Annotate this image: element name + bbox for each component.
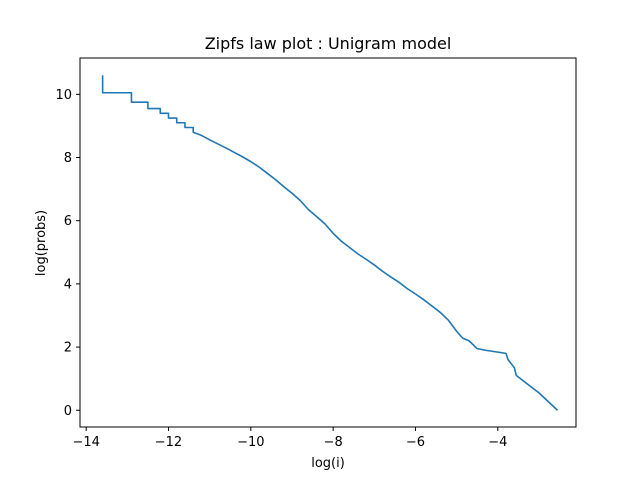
y-tick-label: 10 bbox=[55, 88, 72, 103]
x-tick-label: −4 bbox=[488, 435, 507, 450]
y-tick-label: 6 bbox=[64, 214, 72, 229]
x-tick-label: −14 bbox=[72, 435, 99, 450]
y-tick-label: 2 bbox=[64, 341, 72, 356]
x-axis: −14 −12 −10 −8 −6 −4 bbox=[72, 427, 507, 450]
plot-frame bbox=[79, 57, 577, 428]
y-tick-label: 4 bbox=[64, 277, 72, 292]
chart-title: Zipfs law plot : Unigram model bbox=[205, 34, 452, 53]
y-tick-label: 0 bbox=[64, 404, 72, 419]
x-axis-label: log(i) bbox=[311, 456, 345, 471]
y-tick-label: 8 bbox=[64, 151, 72, 166]
x-tick-label: −12 bbox=[155, 435, 182, 450]
series-line bbox=[101, 75, 559, 411]
y-axis-label: log(probs) bbox=[34, 210, 49, 276]
x-tick-label: −6 bbox=[406, 435, 425, 450]
plot-area bbox=[101, 75, 559, 411]
y-axis: 0 2 4 6 8 10 bbox=[55, 88, 80, 419]
x-tick-label: −10 bbox=[237, 435, 264, 450]
x-tick-label: −8 bbox=[324, 435, 343, 450]
